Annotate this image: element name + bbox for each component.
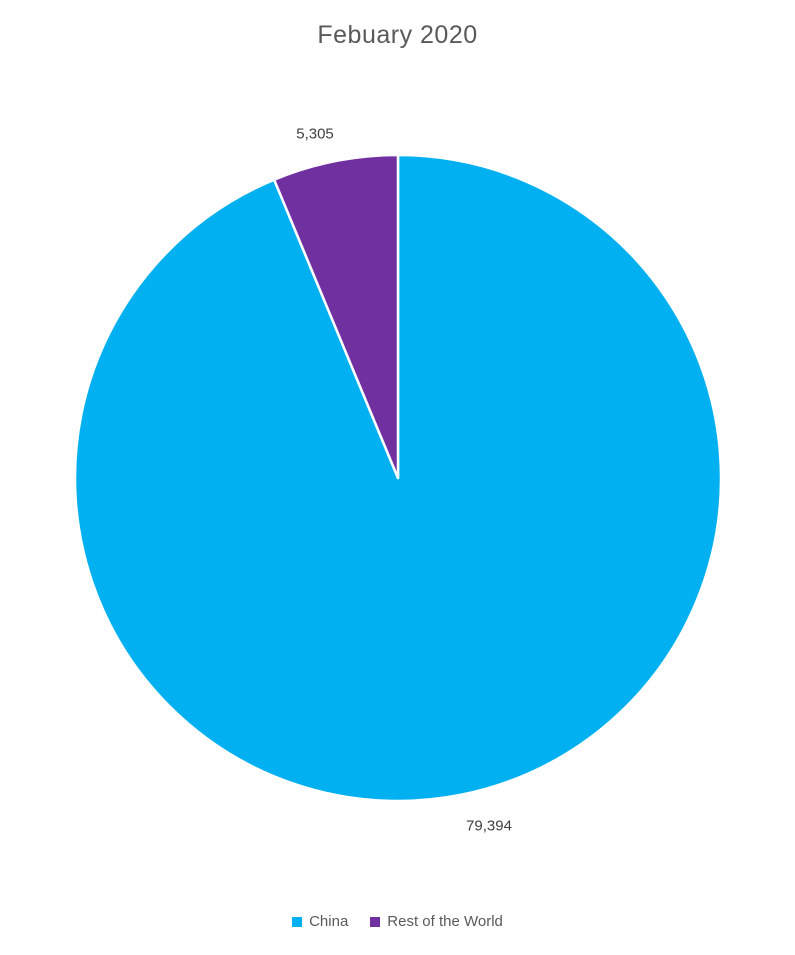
pie-slice-rest-of-world xyxy=(272,153,400,480)
legend-item-rest-of-world: Rest of the World xyxy=(370,913,503,930)
data-label-rest-of-world: 5,305 xyxy=(296,125,334,143)
legend-swatch-rest-of-world-icon xyxy=(370,916,381,927)
legend-swatch-china-icon xyxy=(292,916,303,927)
data-label-china: 79,394 xyxy=(466,817,512,835)
legend-label-rest-of-world: Rest of the World xyxy=(387,913,503,930)
legend-item-china: China xyxy=(292,913,348,930)
legend-label-china: China xyxy=(309,913,349,930)
legend: China Rest of the World xyxy=(0,913,795,930)
chart-title: Febuary 2020 xyxy=(317,21,478,49)
